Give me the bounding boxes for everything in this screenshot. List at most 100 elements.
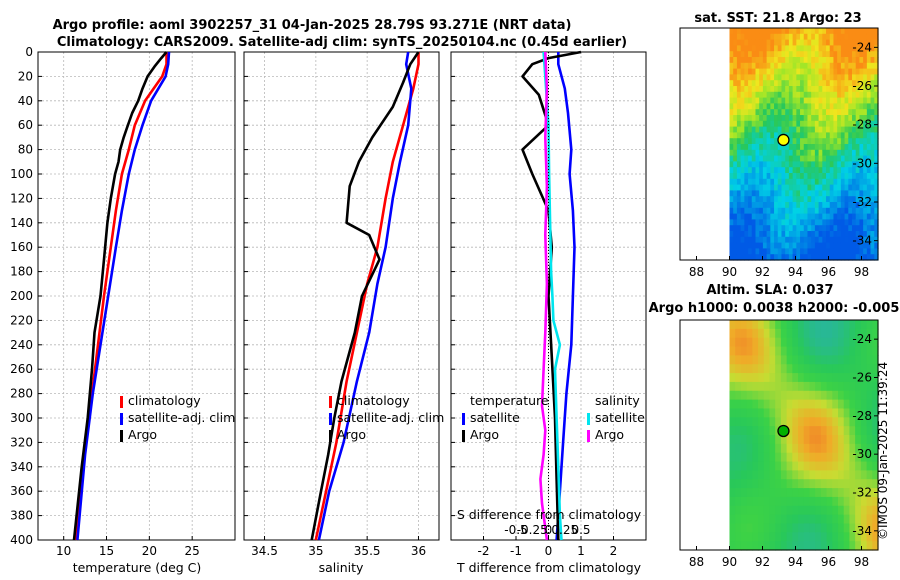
heatmap-cell bbox=[838, 346, 845, 356]
heatmap-cell bbox=[774, 178, 779, 186]
heatmap-cell bbox=[774, 213, 779, 220]
heatmap-cell bbox=[733, 254, 738, 261]
heatmap-cell bbox=[775, 435, 782, 445]
heatmap-cell bbox=[860, 390, 868, 401]
heatmap-cell bbox=[796, 184, 801, 191]
heatmap-cell bbox=[798, 479, 805, 489]
heatmap-cell bbox=[866, 496, 873, 507]
heatmap-cell bbox=[874, 173, 879, 180]
heatmap-cell bbox=[844, 184, 849, 191]
heatmap-cell bbox=[811, 167, 816, 174]
heatmap-cell bbox=[763, 373, 771, 383]
heatmap-cell bbox=[826, 62, 831, 70]
y-tick-label: 100 bbox=[10, 167, 33, 181]
heatmap-cell bbox=[870, 254, 875, 261]
heatmap-cell bbox=[748, 97, 753, 104]
heatmap-cell bbox=[740, 390, 748, 401]
heatmap-cell bbox=[874, 213, 879, 220]
heatmap-cell bbox=[843, 452, 851, 463]
heatmap-cell bbox=[752, 399, 759, 410]
series-line-temperature-argo bbox=[521, 50, 582, 541]
heatmap-cell bbox=[814, 254, 820, 261]
heatmap-cell bbox=[740, 254, 745, 261]
heatmap-cell bbox=[800, 236, 805, 244]
heatmap-cell bbox=[822, 248, 827, 255]
heatmap-cell bbox=[798, 435, 805, 445]
heatmap-cell bbox=[792, 408, 799, 418]
heatmap-cell bbox=[796, 115, 801, 122]
heatmap-cell bbox=[820, 461, 828, 471]
heatmap-cell bbox=[826, 443, 833, 454]
heatmap-cell bbox=[762, 138, 768, 145]
heatmap-cell bbox=[766, 184, 771, 191]
heatmap-cell bbox=[866, 109, 872, 116]
heatmap-cell bbox=[766, 28, 771, 35]
heatmap-cell bbox=[866, 132, 872, 139]
heatmap-cell bbox=[840, 91, 846, 99]
heatmap-cell bbox=[748, 155, 753, 162]
heatmap-cell bbox=[866, 184, 872, 191]
heatmap-cell bbox=[820, 541, 828, 551]
heatmap-cell bbox=[829, 173, 835, 180]
heatmap-cell bbox=[855, 138, 861, 145]
heatmap-cell bbox=[759, 196, 764, 203]
heatmap-cell bbox=[792, 103, 797, 110]
heatmap-cell bbox=[736, 39, 742, 46]
heatmap-cell bbox=[833, 178, 838, 186]
heatmap-cell bbox=[786, 320, 793, 330]
heatmap-cell bbox=[781, 51, 786, 58]
heatmap-cell bbox=[736, 236, 742, 244]
heatmap-cell bbox=[744, 184, 749, 191]
heatmap-cell bbox=[740, 381, 748, 392]
y-tick-label: -30 bbox=[852, 156, 872, 170]
heatmap-cell bbox=[863, 248, 868, 255]
top-x-tick-label: 0 bbox=[545, 523, 553, 537]
heatmap-cell bbox=[837, 155, 842, 162]
heatmap-cell bbox=[740, 417, 748, 427]
heatmap-cell bbox=[792, 132, 797, 139]
heatmap-cell bbox=[803, 51, 809, 58]
heatmap-cell bbox=[729, 138, 734, 145]
heatmap-cell bbox=[837, 91, 842, 99]
heatmap-cell bbox=[855, 373, 862, 383]
heatmap-cell bbox=[780, 337, 788, 348]
heatmap-cell bbox=[769, 514, 776, 525]
heatmap-cell bbox=[774, 74, 779, 81]
heatmap-cell bbox=[863, 167, 868, 174]
heatmap-cell bbox=[815, 452, 822, 463]
heatmap-cell bbox=[792, 149, 797, 157]
argo-location-marker bbox=[777, 424, 790, 438]
heatmap-cell bbox=[829, 86, 835, 93]
heatmap-cell bbox=[826, 523, 833, 533]
heatmap-cell bbox=[807, 248, 812, 255]
heatmap-cell bbox=[736, 190, 742, 197]
heatmap-cell bbox=[840, 39, 846, 46]
heatmap-cell bbox=[740, 80, 745, 87]
heatmap-cell bbox=[755, 149, 760, 157]
heatmap-cell bbox=[744, 190, 749, 197]
heatmap-cell bbox=[770, 68, 775, 75]
heatmap-cell bbox=[777, 207, 783, 215]
heatmap-cell bbox=[751, 39, 757, 46]
heatmap-cell bbox=[729, 190, 734, 197]
heatmap-cell bbox=[811, 219, 816, 226]
heatmap-cell bbox=[781, 74, 786, 81]
heatmap-cell bbox=[796, 74, 801, 81]
heatmap-cell bbox=[866, 161, 872, 168]
heatmap-cell bbox=[863, 132, 868, 139]
heatmap-cell bbox=[755, 236, 760, 244]
heatmap-cell bbox=[826, 45, 831, 52]
heatmap-cell bbox=[866, 51, 872, 58]
heatmap-cell bbox=[809, 328, 816, 339]
heatmap-cell bbox=[740, 155, 745, 162]
top-x-tick-label: 0.25 bbox=[551, 523, 578, 537]
heatmap-cell bbox=[766, 86, 771, 93]
heatmap-cell bbox=[840, 184, 846, 191]
heatmap-cell bbox=[759, 248, 764, 255]
heatmap-cell bbox=[844, 149, 849, 157]
heatmap-cell bbox=[803, 28, 809, 35]
y-tick-label: 140 bbox=[10, 216, 33, 230]
heatmap-cell bbox=[860, 417, 868, 427]
heatmap-cell bbox=[786, 435, 793, 445]
heatmap-cell bbox=[775, 337, 782, 348]
